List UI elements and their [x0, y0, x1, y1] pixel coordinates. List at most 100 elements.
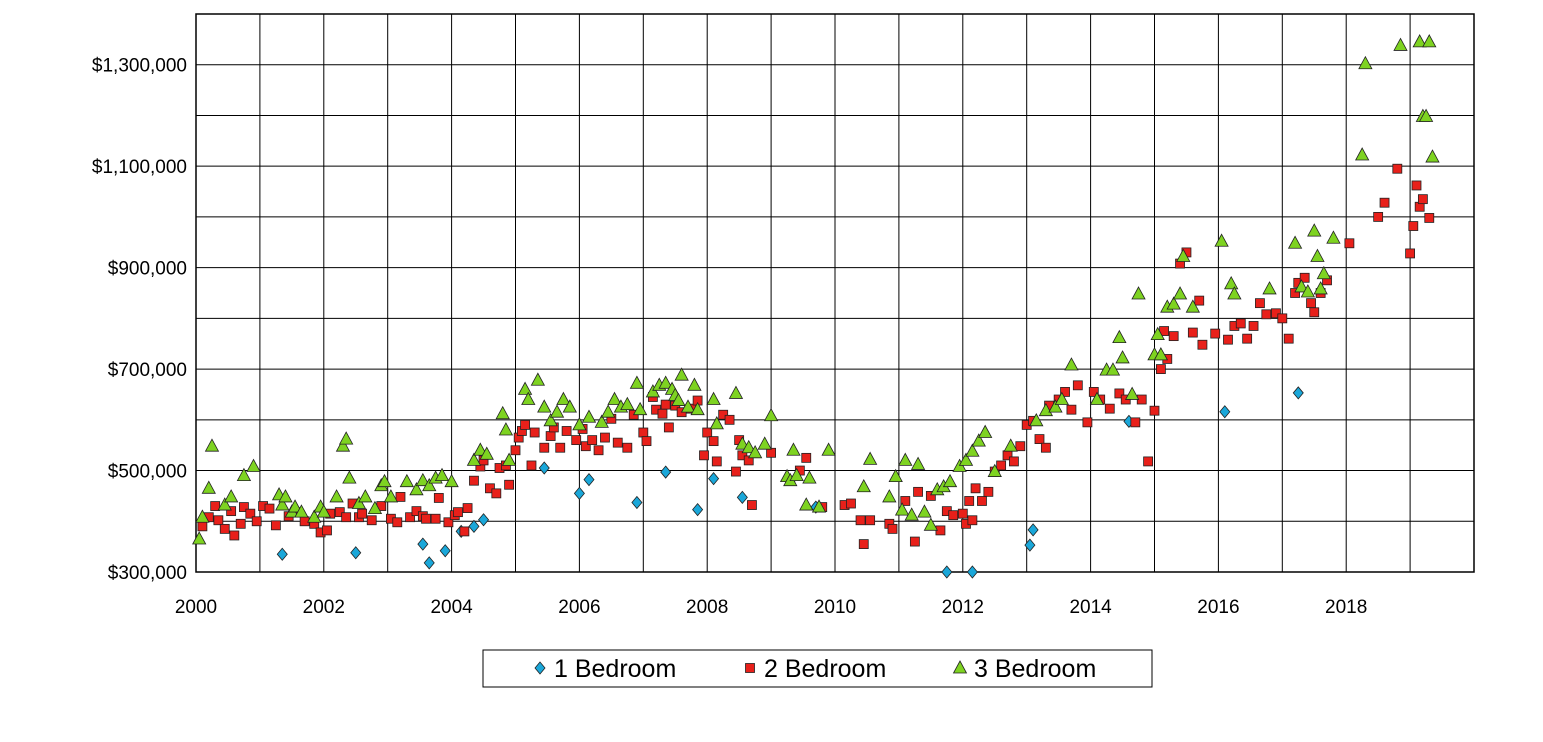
square-point [1143, 456, 1154, 467]
triangle-point [501, 452, 517, 466]
square-point [526, 460, 537, 471]
triangle-point [709, 416, 724, 430]
triangle-point [1153, 347, 1169, 361]
square-point [801, 452, 812, 463]
legend-label: 3 Bedroom [974, 655, 1096, 683]
triangle-point [904, 507, 919, 521]
square-point [1379, 197, 1390, 208]
triangle-point [607, 391, 622, 405]
square-point [1271, 308, 1281, 319]
square-point [1168, 331, 1179, 342]
triangle-point [415, 472, 431, 487]
triangle-point [195, 509, 210, 523]
square-point [970, 483, 981, 494]
triangle-point [888, 468, 903, 483]
data-points [192, 34, 1440, 579]
triangle-point [422, 477, 437, 492]
triangle-point [1300, 284, 1316, 298]
square-point [663, 422, 674, 433]
triangle-point [594, 414, 609, 428]
square-point [983, 486, 994, 497]
square-point [405, 512, 415, 523]
diamond-point [631, 495, 643, 510]
square-point [226, 506, 237, 517]
diamond-point [468, 519, 480, 533]
triangle-point [338, 431, 354, 445]
triangle-point [342, 470, 357, 484]
square-point [411, 506, 422, 517]
diamond-point [423, 556, 435, 570]
square-point [1248, 321, 1259, 331]
square-point [708, 436, 719, 447]
legend-box [482, 649, 1153, 688]
square-point [1130, 417, 1141, 428]
square-point [1194, 295, 1205, 306]
triangle-point [1115, 350, 1130, 364]
triangle-point [1227, 286, 1242, 300]
square-point [1405, 248, 1415, 259]
triangle-point [674, 367, 689, 381]
diamond-point [583, 473, 595, 487]
triangle-point [690, 401, 705, 416]
square-point [1306, 298, 1316, 309]
square-point [1197, 339, 1208, 350]
x-tick-label: 2008 [686, 597, 728, 618]
diamond-point [1292, 386, 1304, 400]
diamond-point [708, 472, 720, 486]
triangle-point [1412, 34, 1427, 48]
triangle-point [192, 531, 207, 545]
square-point [1411, 180, 1422, 191]
square-point [357, 508, 368, 519]
diamond-point [736, 490, 748, 505]
triangle-point [1224, 276, 1239, 290]
triangle-point [1003, 438, 1018, 452]
square-point [612, 437, 623, 448]
triangle-point [1124, 386, 1140, 400]
triangle-point [517, 381, 533, 395]
triangle-point [434, 467, 450, 482]
diamond-point [966, 565, 978, 579]
triangle-point [1425, 149, 1440, 163]
square-point [1210, 328, 1221, 339]
square-point [1009, 456, 1019, 467]
x-tick-label: 2000 [175, 597, 217, 618]
square-point [967, 515, 978, 526]
triangle-point [958, 452, 974, 466]
square-point [957, 508, 968, 519]
x-tick-label: 2016 [1197, 597, 1239, 618]
diamond-point [439, 544, 451, 558]
triangle-point [894, 502, 910, 516]
triangle-point [802, 470, 817, 484]
diamond-point [660, 465, 672, 479]
diamond-point [573, 486, 585, 500]
square-point [443, 517, 454, 528]
square-point [657, 408, 668, 419]
triangle-point [287, 499, 303, 513]
diamond-point [941, 565, 953, 579]
y-tick-label: $1,300,000 [92, 56, 187, 77]
triangle-point [367, 500, 383, 514]
x-axis-tick-labels: 2000 2002 2004 2006 2008 2010 2012 2014 2016 2018 [175, 597, 1367, 618]
square-point [1235, 318, 1246, 329]
square-point [724, 414, 735, 425]
triangle-point [671, 392, 686, 406]
triangle-point [917, 504, 932, 518]
y-tick-label: $300,000 [108, 563, 187, 584]
square-point [462, 503, 473, 513]
square-point [1088, 387, 1099, 397]
triangle-point [1355, 147, 1370, 161]
legend-marker-triangle [952, 660, 968, 674]
triangle-point [971, 433, 986, 447]
triangle-point [811, 499, 827, 513]
square-point [219, 523, 230, 534]
triangle-point [549, 404, 565, 418]
triangle-point [1316, 265, 1332, 280]
triangle-point [399, 473, 415, 488]
legend: 1 Bedroom 2 Bedroom 3 Bedroom [482, 649, 1153, 688]
triangle-point [629, 375, 645, 389]
square-point [245, 508, 256, 519]
triangle-point [1131, 286, 1146, 300]
triangle-point [275, 497, 290, 511]
triangle-point [965, 443, 980, 457]
